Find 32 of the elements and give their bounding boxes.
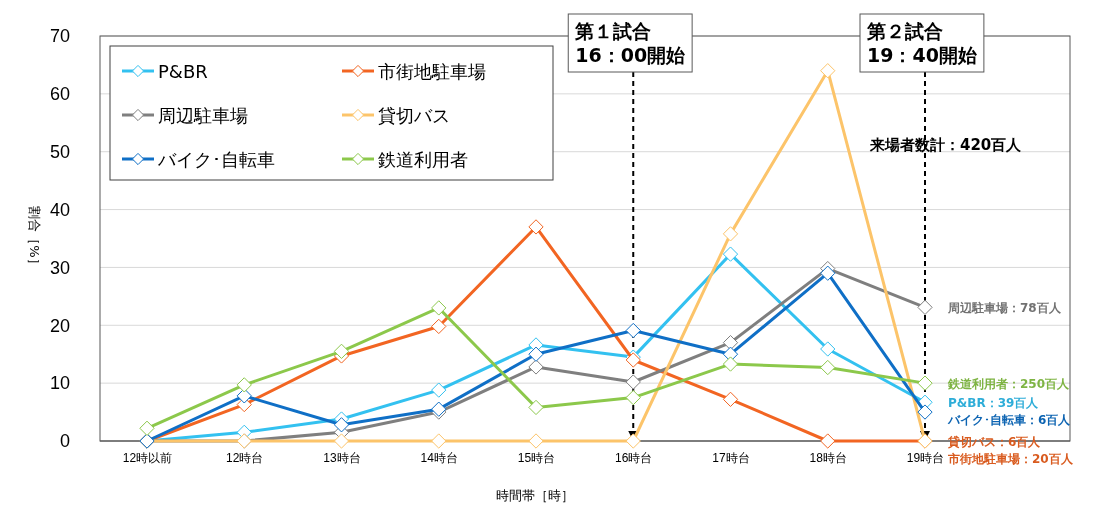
ref-line-label: 第２試合 19：40開始 [866,20,978,66]
y-tick-label: 30 [49,257,70,278]
x-tick-label: 19時台 [906,450,945,465]
annotation: 鉄道利用者：250百人 [947,377,1071,392]
ref-line-label: 第１試合 16：00開始 [574,20,687,66]
x-tick-label: 12時以前 [122,450,173,465]
y-tick-label: 10 [49,373,70,394]
x-tick-label: 14時台 [420,450,458,465]
annotation: 市街地駐車場：20百人 [947,452,1074,466]
y-tick-label: 50 [49,141,70,162]
y-tick-label: 20 [49,315,70,336]
legend-label: P&BR [158,61,208,82]
y-tick-label: 60 [49,84,70,105]
annotation: バイク･自転車：6百人 [947,413,1072,428]
x-tick-label: 12時台 [226,450,264,465]
legend-label: 鉄道利用者 [378,149,468,170]
y-tick-label: 0 [59,431,70,452]
x-tick-label: 16時台 [615,450,653,465]
x-axis-title: 時間帯［時］ [496,488,574,503]
legend-label: 市街地駐車場 [378,61,486,82]
x-tick-label: 18時台 [809,450,847,465]
legend-label: 貸切バス [378,105,450,126]
y-axis-title: 割合［%］ [27,206,42,271]
legend-label: 周辺駐車場 [158,105,248,126]
annotation: P&BR：39百人 [948,396,1040,411]
x-tick-label: 13時台 [323,450,361,465]
y-tick-label: 40 [49,199,70,220]
annotation: 周辺駐車場：78百人 [947,301,1062,316]
x-tick-label: 15時台 [517,450,556,465]
x-tick-label: 17時台 [712,450,750,465]
legend-label: バイク･自転車 [157,149,275,170]
y-tick-label: 70 [49,26,70,47]
